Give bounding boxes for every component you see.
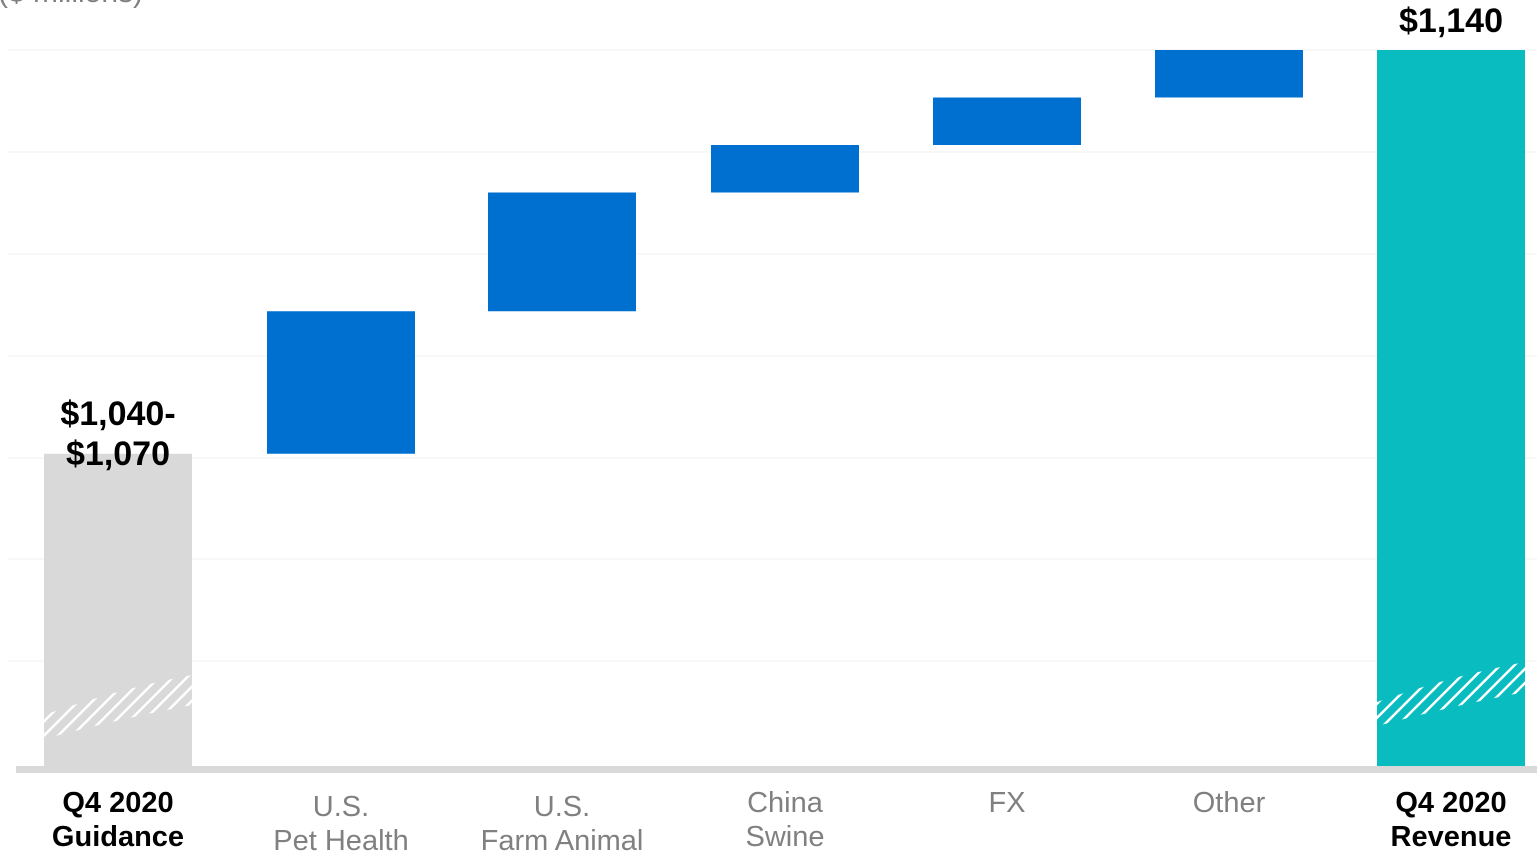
increase-bar	[267, 311, 415, 454]
x-tick-label: Q4 2020 Guidance	[52, 787, 184, 853]
gridlines	[8, 49, 1537, 662]
x-tick-label: Q4 2020 Revenue	[1391, 787, 1512, 853]
axis-break-mark	[1377, 662, 1525, 726]
x-axis	[16, 766, 1537, 773]
data-label: $1,140	[1399, 2, 1503, 40]
total-bar	[1377, 50, 1525, 766]
x-tick-label: FX	[988, 787, 1025, 819]
x-tick-label: China Swine	[746, 787, 825, 853]
x-tick-label: U.S. Pet Health	[273, 791, 408, 854]
x-axis-line	[16, 766, 1537, 773]
y-axis-label: ($ millions)	[0, 0, 143, 9]
increase-bar	[933, 97, 1081, 145]
x-tick-label: Other	[1193, 787, 1266, 819]
axis-break-marks	[44, 662, 1525, 739]
x-tick-label: U.S. Farm Animal	[481, 791, 644, 854]
increase-bar	[488, 192, 636, 312]
data-label: $1,040-$1,070	[60, 395, 175, 473]
increase-bar	[1155, 50, 1303, 98]
increase-bar	[711, 145, 859, 193]
bars	[44, 50, 1525, 766]
axis-break-mark	[44, 675, 192, 739]
